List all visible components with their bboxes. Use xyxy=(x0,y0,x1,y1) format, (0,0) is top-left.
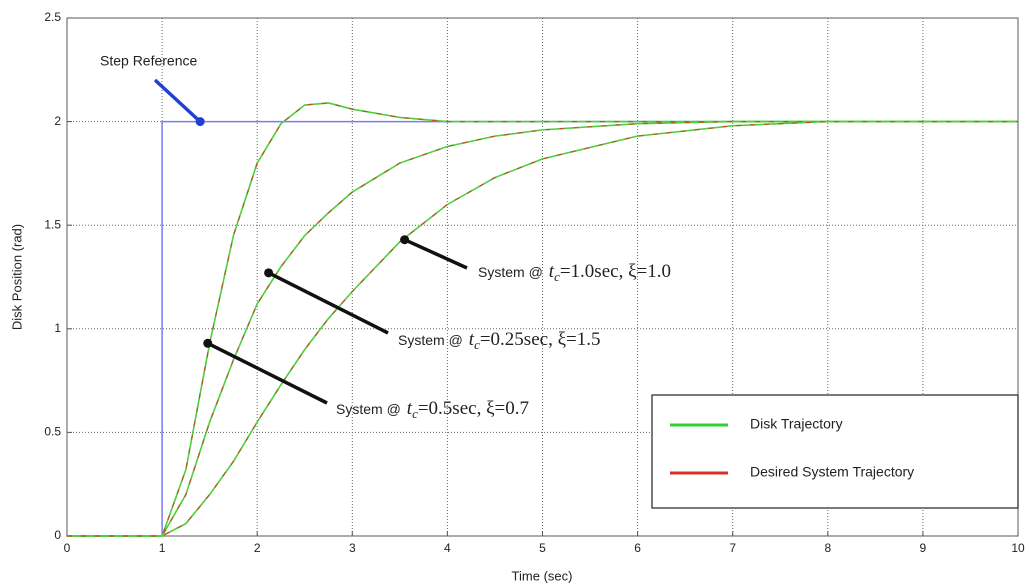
y-tick-label: 0 xyxy=(54,528,61,542)
chart: Time (sec) Disk Position (rad) 0 0.5 1 1.5 2… xyxy=(0,0,1030,588)
y-tick-label: 2 xyxy=(54,114,61,128)
x-tick-label: 3 xyxy=(349,541,356,555)
legend-label: Disk Trajectory xyxy=(750,416,843,432)
legend-box xyxy=(652,395,1018,508)
page: Time (sec) Disk Position (rad) 0 0.5 1 1.5 2… xyxy=(0,0,1030,588)
annotation-rest: =0.5sec, ξ=0.7 xyxy=(418,398,529,419)
x-tick-label: 10 xyxy=(1011,541,1025,555)
annotation-prefix: System @ xyxy=(398,332,463,348)
y-axis-title: Disk Position (rad) xyxy=(9,224,24,330)
annotation-point xyxy=(203,339,212,348)
annotation-prefix: System @ xyxy=(336,401,401,417)
legend-label: Desired System Trajectory xyxy=(750,464,914,480)
x-tick-label: 5 xyxy=(539,541,546,555)
y-tick-label: 0.5 xyxy=(44,425,61,439)
x-tick-label: 6 xyxy=(634,541,641,555)
y-tick-label: 1 xyxy=(54,321,61,335)
x-axis-title: Time (sec) xyxy=(512,568,573,583)
x-tick-label: 4 xyxy=(444,541,451,555)
annotation-rest: =0.25sec, ξ=1.5 xyxy=(480,329,601,350)
x-tick-label: 1 xyxy=(159,541,166,555)
annotation-point xyxy=(400,235,409,244)
x-tick-label: 8 xyxy=(824,541,831,555)
x-tick-label: 7 xyxy=(729,541,736,555)
y-tick-label: 2.5 xyxy=(44,10,61,24)
x-tick-label: 9 xyxy=(920,541,927,555)
y-tick-label: 1.5 xyxy=(44,217,61,231)
annotation-label: Step Reference xyxy=(100,53,197,69)
x-tick-label: 2 xyxy=(254,541,261,555)
annotation-point xyxy=(196,117,205,126)
x-tick-label: 0 xyxy=(64,541,71,555)
annotation-prefix: System @ xyxy=(478,264,543,280)
annotation-rest: =1.0sec, ξ=1.0 xyxy=(560,261,671,282)
annotation-point xyxy=(264,268,273,277)
